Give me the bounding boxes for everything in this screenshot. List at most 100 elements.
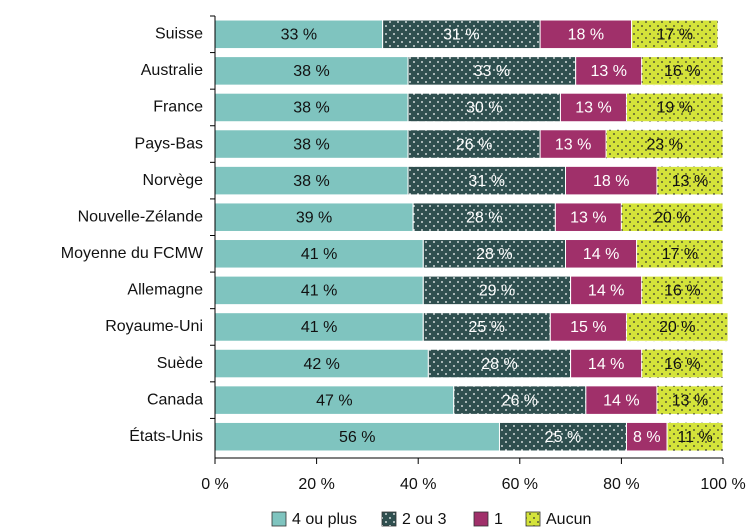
x-tick-label: 80 % <box>603 476 639 493</box>
value-label: 33 % <box>281 27 317 44</box>
value-label: 17 % <box>657 27 693 44</box>
value-label: 14 % <box>603 392 639 409</box>
legend-label: 4 ou plus <box>292 511 357 528</box>
category-label: Norvège <box>143 172 204 189</box>
value-label: 13 % <box>590 63 626 80</box>
category-label: Royaume-Uni <box>105 318 203 335</box>
bar-pattern <box>606 129 723 159</box>
bar-segment-group <box>412 202 556 232</box>
bar-pattern <box>656 385 723 415</box>
bar-segment-group <box>453 385 587 415</box>
bar-pattern <box>499 422 627 451</box>
legend-label: 1 <box>494 511 503 528</box>
x-tick-label: 60 % <box>502 476 538 493</box>
bar-pattern <box>382 20 541 49</box>
x-tick-label: 20 % <box>298 476 334 493</box>
value-label: 11 % <box>677 429 712 446</box>
x-tick-label: 40 % <box>400 476 436 493</box>
value-label: 8 % <box>633 429 661 446</box>
bar-segment <box>549 312 627 342</box>
category-label: Pays-Bas <box>135 135 203 152</box>
bar-segment-group <box>214 129 409 159</box>
value-label: 18 % <box>568 27 604 44</box>
legend-label: Aucun <box>546 511 591 528</box>
category-label: Moyenne du FCMW <box>61 245 204 262</box>
bar-segment-group <box>214 239 424 269</box>
category-label: Nouvelle-Zélande <box>78 208 204 225</box>
bar-pattern <box>641 349 723 378</box>
bar-segment-group <box>641 56 724 86</box>
bar-pattern <box>641 56 723 86</box>
value-label: 38 % <box>293 63 329 80</box>
bar-segment-group <box>214 275 424 306</box>
bar-segment-group <box>620 202 724 232</box>
value-label: 41 % <box>301 283 337 300</box>
value-label: 26 % <box>502 392 538 409</box>
bar-pattern <box>453 385 586 415</box>
bar-segment-group <box>407 56 577 86</box>
bar-pattern <box>423 312 551 342</box>
value-label: 15 % <box>570 319 606 336</box>
value-label: 13 % <box>555 136 591 153</box>
value-label: 14 % <box>588 283 624 300</box>
bar-pattern <box>408 129 541 159</box>
bar-segment <box>214 275 424 306</box>
bar-segment-group <box>214 202 414 232</box>
category-label: Suède <box>157 355 203 372</box>
bar-segment-group <box>422 239 567 269</box>
bar-segment-group <box>625 421 668 452</box>
bar-pattern <box>423 276 571 305</box>
bar-segment-group <box>407 92 561 123</box>
value-label: 16 % <box>664 356 700 373</box>
bar-segment-group <box>641 348 724 379</box>
bar-segment-group <box>214 165 409 196</box>
legend-pattern <box>382 512 396 526</box>
value-label: 38 % <box>293 100 329 117</box>
bar-segment-group <box>625 92 724 123</box>
bar-pattern <box>408 56 576 86</box>
bar-segment <box>214 129 409 159</box>
bar-segment <box>539 129 607 159</box>
bar-pattern <box>667 422 723 451</box>
value-label: 47 % <box>316 392 352 409</box>
bar-pattern <box>636 239 723 269</box>
value-label: 29 % <box>479 283 515 300</box>
legend-swatch <box>271 511 287 527</box>
legend-label: 2 ou 3 <box>402 511 447 528</box>
value-label: 25 % <box>545 429 581 446</box>
bar-segment-group <box>625 312 729 342</box>
bar-pattern <box>626 312 729 342</box>
category-label: États-Unis <box>129 426 203 445</box>
value-label: 13 % <box>672 392 708 409</box>
bar-segment <box>214 92 409 123</box>
value-label: 31 % <box>469 173 505 190</box>
bar-pattern <box>631 20 718 49</box>
legend: 4 ou plus 2 ou 3 1 Aucun <box>271 511 591 528</box>
bar-pattern <box>621 202 723 232</box>
value-label: 13 % <box>672 173 708 190</box>
bar-segment-group <box>585 385 658 415</box>
value-label: 31 % <box>443 27 479 44</box>
value-label: 38 % <box>293 136 329 153</box>
value-label: 19 % <box>657 100 693 117</box>
bar-segment-group <box>407 129 541 159</box>
value-label: 39 % <box>296 209 332 226</box>
value-label: 14 % <box>588 356 624 373</box>
value-label: 56 % <box>339 429 375 446</box>
bar-segment <box>585 385 658 415</box>
value-label: 13 % <box>575 100 611 117</box>
bar-segment-group <box>422 275 572 306</box>
value-label: 14 % <box>583 246 619 263</box>
value-label: 25 % <box>469 319 505 336</box>
bar-pattern <box>408 166 566 195</box>
value-label: 28 % <box>476 246 512 263</box>
value-label: 20 % <box>654 209 690 226</box>
bar-pattern <box>656 166 723 195</box>
value-label: 41 % <box>301 246 337 263</box>
bar-segment-group <box>666 421 724 452</box>
bar-pattern <box>626 93 723 122</box>
bar-segment-group <box>427 348 572 379</box>
bar-segment <box>575 56 643 86</box>
category-label: Suisse <box>155 26 203 43</box>
